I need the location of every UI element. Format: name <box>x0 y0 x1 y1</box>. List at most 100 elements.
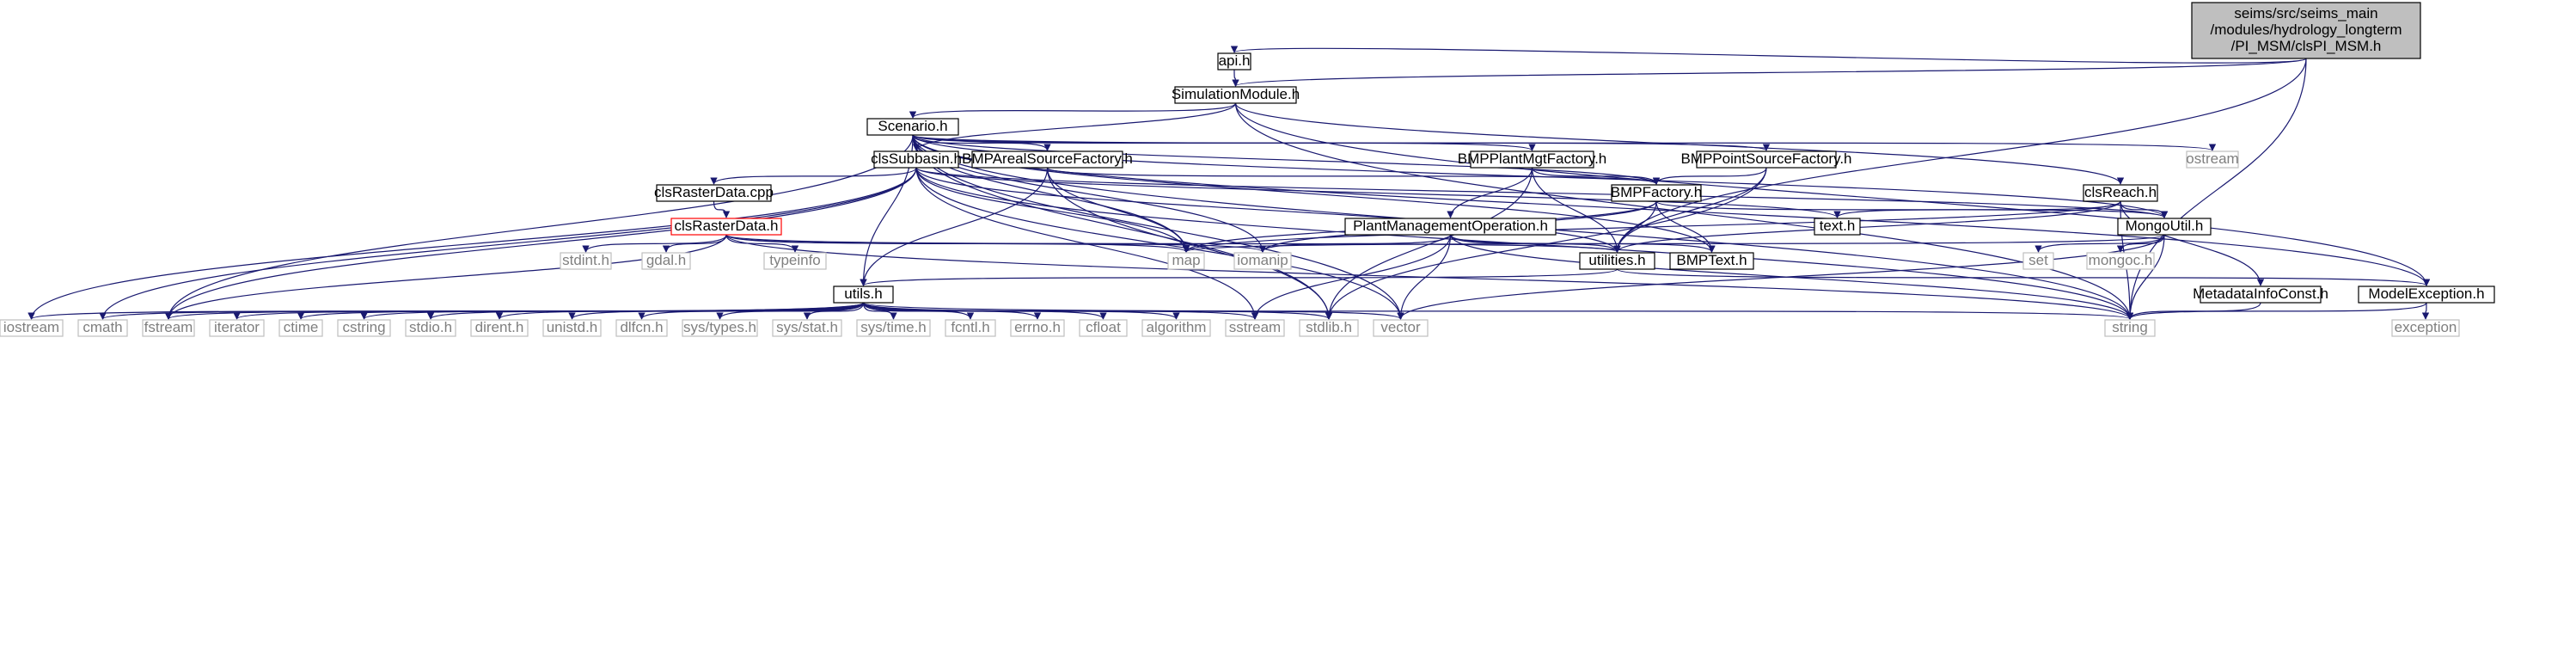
node-label: PlantManagementOperation.h <box>1353 218 1548 234</box>
node-plantmgtop[interactable]: PlantManagementOperation.h <box>1344 218 1557 236</box>
edge-bmpfactory-to-bmptext <box>1655 200 1716 253</box>
edge-clsreach-to-metadata <box>2120 200 2265 286</box>
node-stdio[interactable]: stdio.h <box>405 319 456 337</box>
node-scenario[interactable]: Scenario.h <box>866 118 959 136</box>
node-label: MetadataInfoConst.h <box>2193 285 2328 302</box>
edge-bmppoint-to-utilities <box>1613 167 1767 253</box>
node-clssubbasin[interactable]: clsSubbasin.h <box>871 150 962 169</box>
node-modelexc[interactable]: ModelException.h <box>2358 285 2495 304</box>
edge-clsreach-to-utilities <box>1613 200 2121 253</box>
node-label: /PI_MSM/clsPI_MSM.h <box>2231 38 2382 54</box>
edge-clsrasterh-to-stdint <box>582 234 727 253</box>
node-unistd[interactable]: unistd.h <box>542 319 602 337</box>
node-stdlib[interactable]: stdlib.h <box>1299 319 1359 337</box>
edge-bmpplant-to-bmpfactory <box>1531 167 1661 185</box>
node-iterator[interactable]: iterator <box>209 319 265 337</box>
node-algorithm[interactable]: algorithm <box>1141 319 1211 337</box>
node-label: text.h <box>1820 218 1856 234</box>
node-label: stdint.h <box>562 252 609 268</box>
node-bmptext[interactable]: BMPText.h <box>1669 252 1754 270</box>
node-box <box>2022 252 2054 270</box>
node-clsrasterh[interactable]: clsRasterData.h <box>670 218 782 236</box>
edge-utilities-to-utils <box>860 268 1618 286</box>
edge-utils-to-vector <box>862 302 1404 320</box>
edge-scenario-to-vector <box>912 134 1404 320</box>
node-fcntl[interactable]: fcntl.h <box>945 319 996 337</box>
node-bmppoint[interactable]: BMPPointSourceFactory.h <box>1680 150 1852 169</box>
node-ctime[interactable]: ctime <box>278 319 323 337</box>
node-label: utilities.h <box>1588 252 1645 268</box>
node-label: cstring <box>342 319 385 335</box>
node-box <box>1217 52 1251 71</box>
node-typeinfo[interactable]: typeinfo <box>763 252 827 270</box>
node-label: stdlib.h <box>1306 319 1352 335</box>
node-box <box>2117 218 2212 236</box>
node-label: iomanip <box>1237 252 1288 268</box>
node-fstream[interactable]: fstream <box>142 319 195 337</box>
node-label: BMPFactory.h <box>1611 184 1702 200</box>
node-label: sys/stat.h <box>776 319 838 335</box>
edge-utilities-to-modelexc <box>1616 268 2430 286</box>
node-systime[interactable]: sys/time.h <box>856 319 931 337</box>
node-box <box>866 118 959 136</box>
node-box <box>1696 150 1837 169</box>
node-ostream[interactable]: ostream <box>2186 150 2239 169</box>
node-label: ModelException.h <box>2368 285 2484 302</box>
node-cstring[interactable]: cstring <box>337 319 391 337</box>
edge-clsreach-to-map <box>1183 200 2121 253</box>
node-mongoc[interactable]: mongoc.h <box>2086 252 2155 270</box>
node-bmpfactory[interactable]: BMPFactory.h <box>1611 184 1702 202</box>
node-label: /modules/hydrology_longterm <box>2210 21 2402 38</box>
edge-scenario-to-bmpfactory <box>912 134 1660 185</box>
node-clsreach[interactable]: clsReach.h <box>2083 184 2158 202</box>
node-api[interactable]: api.h <box>1217 52 1251 71</box>
node-box <box>1167 252 1205 270</box>
edge-plantmgtop-to-iomanip <box>1258 234 1452 253</box>
node-vector[interactable]: vector <box>1373 319 1429 337</box>
node-label: gdal.h <box>646 252 686 268</box>
node-metadata[interactable]: MetadataInfoConst.h <box>2193 285 2328 304</box>
node-iostream[interactable]: iostream <box>0 319 64 337</box>
node-cmath[interactable]: cmath <box>77 319 128 337</box>
node-cfloat[interactable]: cfloat <box>1079 319 1128 337</box>
node-errno[interactable]: errno.h <box>1010 319 1065 337</box>
edge-root-to-string <box>2126 58 2307 320</box>
node-utilities[interactable]: utilities.h <box>1579 252 1655 270</box>
node-map[interactable]: map <box>1167 252 1205 270</box>
edge-mongoutil-to-set <box>2034 234 2165 253</box>
edge-simmod-to-scenario <box>909 102 1237 119</box>
edge-clsrasterh-to-utilities <box>725 234 1621 253</box>
node-exception[interactable]: exception <box>2391 319 2460 337</box>
node-box <box>1079 319 1128 337</box>
node-iomanip[interactable]: iomanip <box>1233 252 1292 270</box>
node-box <box>833 285 894 304</box>
node-box <box>615 319 668 337</box>
node-bmpareal[interactable]: BMPArealSourceFactory.h <box>962 150 1133 169</box>
node-mongoutil[interactable]: MongoUtil.h <box>2117 218 2212 236</box>
node-set[interactable]: set <box>2022 252 2054 270</box>
node-box <box>763 252 827 270</box>
edge-mongoutil-to-map <box>1183 234 2165 253</box>
node-string[interactable]: string <box>2104 319 2156 337</box>
node-systypes[interactable]: sys/types.h <box>682 319 758 337</box>
node-dlfcn[interactable]: dlfcn.h <box>615 319 668 337</box>
node-label: utils.h <box>844 285 882 302</box>
node-texth[interactable]: text.h <box>1814 218 1861 236</box>
node-dirent[interactable]: dirent.h <box>470 319 529 337</box>
node-simmod[interactable]: SimulationModule.h <box>1172 86 1300 104</box>
edge-bmpplant-to-utilities <box>1531 167 1621 253</box>
node-utils[interactable]: utils.h <box>833 285 894 304</box>
node-sstream[interactable]: sstream <box>1225 319 1285 337</box>
node-box <box>278 319 323 337</box>
node-clsrastercpp[interactable]: clsRasterData.cpp <box>654 184 774 202</box>
node-root[interactable]: seims/src/seims_main/modules/hydrology_l… <box>2191 2 2421 59</box>
node-stdint[interactable]: stdint.h <box>560 252 612 270</box>
node-bmpplant[interactable]: BMPPlantMgtFactory.h <box>1458 150 1607 169</box>
node-label: BMPArealSourceFactory.h <box>962 150 1133 167</box>
node-gdal[interactable]: gdal.h <box>641 252 691 270</box>
node-box <box>1814 218 1861 236</box>
edge-clsreach-to-mongoutil <box>2120 200 2169 218</box>
node-label: fstream <box>144 319 193 335</box>
edge-mongoutil-to-string <box>2126 234 2165 320</box>
node-sysstat[interactable]: sys/stat.h <box>772 319 842 337</box>
